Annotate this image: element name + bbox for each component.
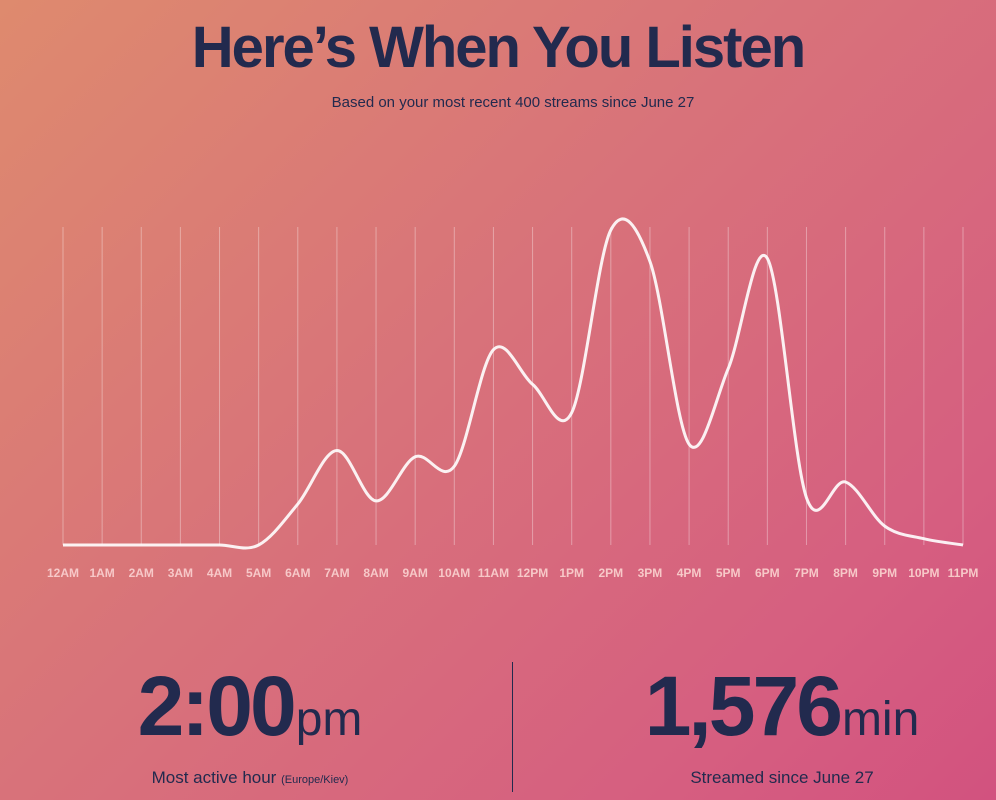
x-tick-label: 8PM bbox=[833, 566, 858, 580]
listening-hours-chart: 12AM 1AM 2AM 3AM 4AM 5AM 6AM 7AM 8AM 9AM 10AM 11AM 1… bbox=[47, 217, 979, 580]
data-point bbox=[687, 442, 691, 446]
data-point bbox=[609, 228, 613, 232]
data-point bbox=[804, 496, 808, 500]
x-tick-label: 5AM bbox=[246, 566, 271, 580]
data-point bbox=[178, 543, 182, 547]
x-tick-label: 1AM bbox=[89, 566, 114, 580]
x-tick-label: 2AM bbox=[129, 566, 154, 580]
x-tick-label: 5PM bbox=[716, 566, 741, 580]
data-point bbox=[570, 411, 574, 415]
x-tick-label: 9AM bbox=[403, 566, 428, 580]
page-title: Here’s When You Listen bbox=[191, 15, 806, 80]
data-point bbox=[531, 382, 535, 386]
data-point bbox=[413, 455, 417, 459]
data-point bbox=[491, 348, 495, 352]
streamed-caption: Streamed since June 27 bbox=[690, 768, 874, 787]
data-point bbox=[648, 260, 652, 264]
data-point bbox=[296, 502, 300, 506]
x-tick-label: 11PM bbox=[948, 566, 979, 580]
data-point bbox=[765, 256, 769, 260]
data-point bbox=[218, 543, 222, 547]
data-point bbox=[961, 543, 965, 547]
data-point bbox=[100, 543, 104, 547]
x-tick-label: 10AM bbox=[438, 566, 470, 580]
active-hour-unit: pm bbox=[295, 693, 363, 746]
streamed-minutes-stat: 1,576min Streamed since June 27 bbox=[572, 664, 992, 788]
streamed-minutes-value: 1,576 bbox=[644, 659, 843, 753]
timezone-label: (Europe/Kiev) bbox=[281, 774, 349, 786]
x-tick-label: 3AM bbox=[168, 566, 193, 580]
x-tick-label: 7PM bbox=[794, 566, 819, 580]
stats-divider bbox=[512, 662, 513, 792]
x-tick-label: 12PM bbox=[517, 566, 548, 580]
data-point bbox=[139, 543, 143, 547]
x-tick-label: 9PM bbox=[872, 566, 897, 580]
data-point bbox=[61, 543, 65, 547]
data-point bbox=[374, 499, 378, 503]
x-tick-label: 11AM bbox=[478, 566, 509, 580]
active-hour-stat: 2:00pm Most active hour (Europe/Kiev) bbox=[40, 664, 460, 788]
streamed-minutes-unit: min bbox=[841, 693, 920, 746]
data-point bbox=[883, 524, 887, 528]
data-point bbox=[726, 367, 730, 371]
data-point bbox=[335, 449, 339, 453]
data-point bbox=[257, 543, 261, 547]
x-tick-label: 1PM bbox=[559, 566, 584, 580]
data-point bbox=[922, 537, 926, 541]
data-point bbox=[844, 480, 848, 484]
x-tick-label: 6PM bbox=[755, 566, 780, 580]
active-hour-caption: Most active hour bbox=[151, 768, 277, 787]
x-tick-label: 8AM bbox=[363, 566, 388, 580]
page-subtitle: Based on your most recent 400 streams si… bbox=[331, 94, 695, 111]
data-point bbox=[452, 464, 456, 468]
x-tick-label: 12AM bbox=[47, 566, 79, 580]
x-tick-label: 7AM bbox=[324, 566, 349, 580]
x-tick-label: 3PM bbox=[638, 566, 663, 580]
x-tick-label: 10PM bbox=[908, 566, 939, 580]
x-tick-label: 6AM bbox=[285, 566, 310, 580]
active-hour-value: 2:00 bbox=[137, 659, 297, 753]
listening-curve bbox=[62, 217, 964, 550]
x-tick-label: 4PM bbox=[677, 566, 702, 580]
x-tick-label: 2PM bbox=[598, 566, 623, 580]
x-tick-label: 4AM bbox=[207, 566, 232, 580]
